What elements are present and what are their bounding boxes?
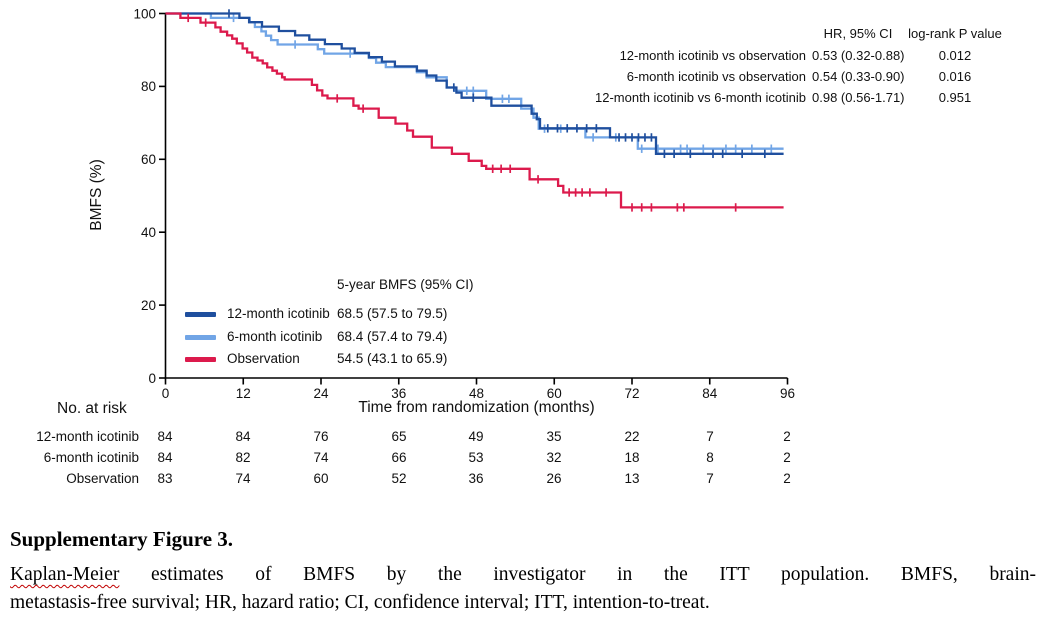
- hr-row-value: 0.54 (0.33-0.90): [812, 69, 905, 84]
- hr-row-label: 12-month icotinib vs observation: [619, 48, 806, 63]
- x-tick-label: 36: [391, 386, 406, 401]
- risk-count: 52: [391, 471, 407, 486]
- figure-caption: Supplementary Figure 3. Kaplan-Meier est…: [10, 527, 1036, 617]
- risk-count: 35: [546, 429, 562, 444]
- risk-count: 7: [706, 429, 714, 444]
- x-tick-label: 48: [469, 386, 484, 401]
- km-curve-12-month-icotinib: [165, 12, 784, 155]
- risk-count: 74: [313, 450, 329, 465]
- hr-row-label: 6-month icotinib vs observation: [626, 69, 806, 84]
- caption-kaplan-meier-underlined: Kaplan-Meier: [10, 564, 120, 585]
- risk-count: 13: [624, 471, 640, 486]
- hr-row-pvalue: 0.951: [938, 90, 972, 105]
- caption-line-2: metastasis-free survival; HR, hazard rat…: [10, 592, 710, 613]
- risk-count: 26: [546, 471, 562, 486]
- risk-count: 49: [468, 429, 484, 444]
- risk-count: 53: [468, 450, 484, 465]
- x-axis-title: Time from randomization (months): [358, 399, 594, 416]
- risk-count: 84: [157, 450, 173, 465]
- risk-count: 84: [157, 429, 173, 444]
- risk-count: 66: [391, 450, 407, 465]
- y-axis-title: BMFS (%): [88, 159, 105, 230]
- risk-count: 18: [624, 450, 640, 465]
- legend-value: 68.4 (57.4 to 79.4): [337, 329, 448, 344]
- risk-count: 8: [706, 450, 714, 465]
- risk-count: 7: [706, 471, 714, 486]
- legend-label: Observation: [227, 351, 300, 366]
- caption-line-1-text: estimates of BMFS by the investigator in…: [119, 564, 1036, 585]
- x-tick-label: 24: [313, 386, 329, 401]
- hr-table-header-p: log-rank P value: [908, 26, 1002, 41]
- hr-row-label: 12-month icotinib vs 6-month icotinib: [595, 90, 806, 105]
- hr-row-value: 0.98 (0.56-1.71): [812, 90, 905, 105]
- hr-table-header-hr: HR, 95% CI: [823, 26, 893, 41]
- legend-swatch-6-month: [185, 335, 216, 340]
- y-tick-label: 20: [141, 298, 156, 313]
- x-tick-label: 72: [624, 386, 639, 401]
- risk-count: 74: [235, 471, 251, 486]
- hr-row-pvalue: 0.012: [938, 48, 972, 63]
- risk-count: 84: [235, 429, 251, 444]
- risk-count: 36: [468, 471, 484, 486]
- hr-row-pvalue: 0.016: [938, 69, 972, 84]
- legend-label: 12-month icotinib: [227, 306, 330, 321]
- risk-count: 2: [783, 471, 791, 486]
- risk-count: 2: [783, 450, 791, 465]
- legend-label: 6-month icotinib: [227, 329, 323, 344]
- risk-count: 22: [624, 429, 640, 444]
- legend-swatch-12-month: [185, 312, 216, 317]
- caption-heading: Supplementary Figure 3.: [10, 527, 234, 551]
- km-plot-svg: 0 20 40 60 80 100 0 12 24 36 48 60 72 84 96 BMFS (%) Tim…: [88, 6, 795, 416]
- legend-swatch-observation: [185, 357, 216, 362]
- y-tick-label: 0: [148, 371, 156, 386]
- caption-line-1: Kaplan-Meier estimates of BMFS by the in…: [10, 561, 1036, 589]
- risk-table-title: No. at risk: [57, 400, 127, 417]
- legend-title: 5-year BMFS (95% CI): [337, 277, 474, 292]
- x-tick-label: 84: [702, 386, 718, 401]
- x-tick-label: 60: [547, 386, 562, 401]
- x-tick-label: 0: [162, 386, 170, 401]
- risk-count: 32: [546, 450, 562, 465]
- y-tick-label: 60: [141, 152, 156, 167]
- risk-count: 76: [313, 429, 329, 444]
- y-tick-label: 100: [133, 6, 156, 21]
- x-tick-label: 96: [780, 386, 795, 401]
- risk-row-label: 6-month icotinib: [43, 450, 139, 465]
- legend-value: 54.5 (43.1 to 65.9): [337, 351, 448, 366]
- y-tick-label: 80: [141, 79, 156, 94]
- risk-row-label: Observation: [66, 471, 139, 486]
- legend-value: 68.5 (57.5 to 79.5): [337, 306, 448, 321]
- x-tick-label: 12: [236, 386, 251, 401]
- km-curve-observation: [165, 12, 784, 209]
- km-figure: 0 20 40 60 80 100 0 12 24 36 48 60 72 84 96 BMFS (%) Tim…: [36, 6, 1002, 486]
- risk-row-label: 12-month icotinib: [36, 429, 139, 444]
- hr-row-value: 0.53 (0.32-0.88): [812, 48, 905, 63]
- risk-count: 83: [157, 471, 173, 486]
- risk-count: 65: [391, 429, 407, 444]
- risk-count: 60: [313, 471, 329, 486]
- risk-count: 82: [235, 450, 251, 465]
- risk-count: 2: [783, 429, 791, 444]
- y-tick-label: 40: [141, 225, 156, 240]
